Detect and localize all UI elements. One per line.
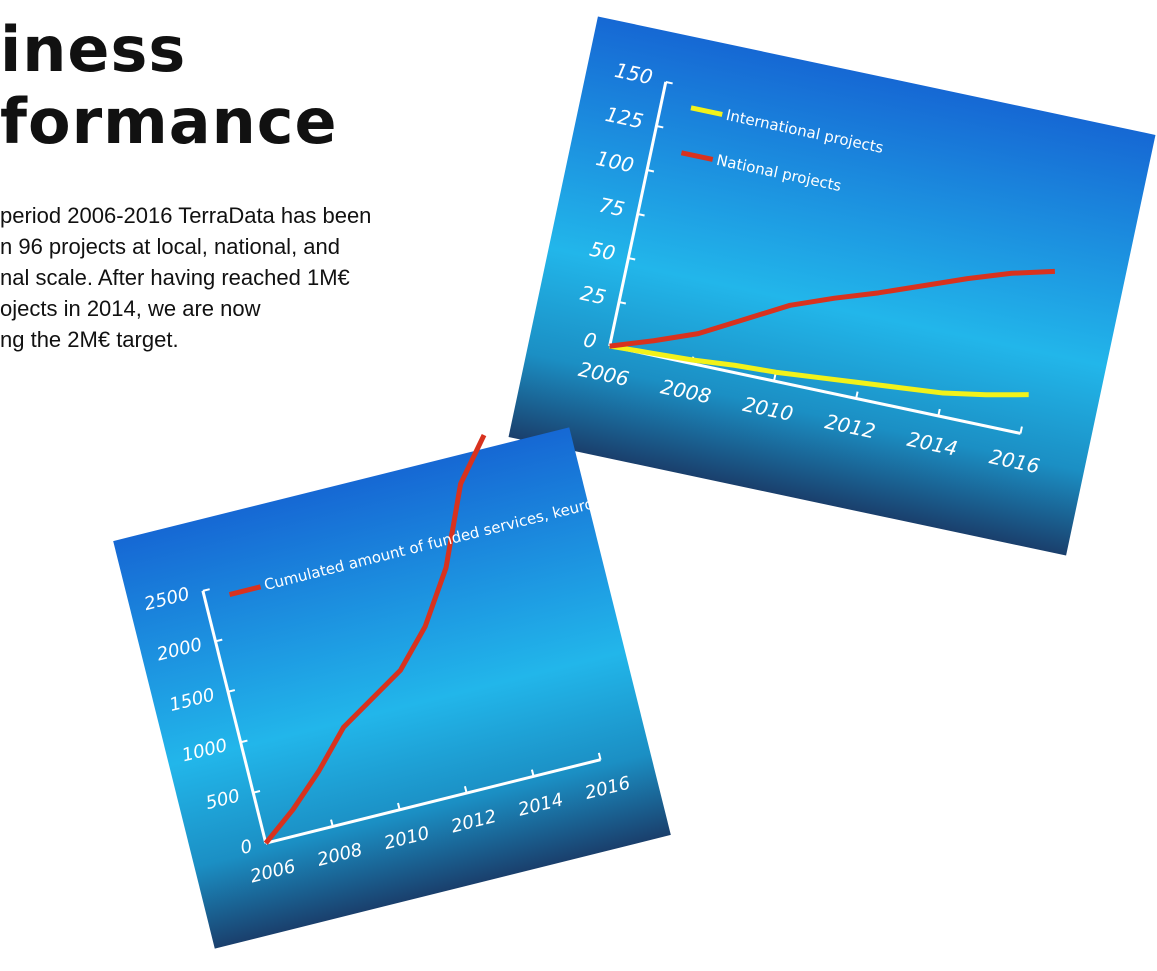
x-tick — [330, 819, 334, 827]
x-tick — [597, 752, 602, 760]
chart: 0255075100125150200620082010201220142016… — [508, 16, 1156, 556]
x-tick — [463, 786, 468, 794]
x-tick — [1019, 426, 1023, 434]
y-tick — [618, 301, 627, 305]
x-tick — [772, 373, 777, 382]
chart: 0500100015002000250020062008201020122014… — [113, 427, 671, 949]
paragraph: period 2006-2016 TerraData has been n 96… — [0, 200, 371, 355]
x-tick — [937, 408, 941, 417]
y-tick-label: 50 — [588, 237, 618, 266]
series-line — [609, 268, 1056, 349]
y-tick — [637, 213, 645, 217]
paragraph-line: ojects in 2014, we are now — [0, 296, 261, 321]
chart-background — [113, 427, 671, 949]
x-tick — [530, 769, 535, 777]
title-line: iness — [0, 13, 187, 86]
x-axis — [609, 344, 1021, 435]
y-tick-label: 0 — [581, 327, 598, 353]
slide-title: iness formance — [0, 14, 338, 158]
y-tick-label: 25 — [578, 281, 608, 310]
y-tick — [240, 739, 248, 744]
series-line — [609, 343, 1029, 398]
y-tick — [656, 125, 664, 129]
paragraph-line: n 96 projects at local, national, and — [0, 234, 341, 259]
paragraph-line: period 2006-2016 TerraData has been — [0, 203, 372, 228]
y-tick — [628, 257, 636, 261]
series-line — [263, 433, 487, 845]
y-tick-label: 75 — [597, 193, 627, 222]
legend-swatch — [228, 584, 262, 597]
x-axis — [265, 758, 601, 845]
legend-swatch — [680, 150, 714, 162]
x-tick — [397, 802, 401, 810]
title-line: formance — [0, 85, 338, 158]
legend-swatch — [690, 105, 723, 117]
y-tick — [646, 169, 655, 173]
y-tick — [215, 638, 223, 643]
y-tick — [252, 790, 261, 794]
y-tick — [665, 81, 673, 85]
paragraph-line: nal scale. After having reached 1M€ — [0, 265, 350, 290]
y-tick — [202, 588, 210, 592]
y-axis — [201, 590, 268, 844]
chart-background — [508, 16, 1156, 556]
y-tick — [227, 689, 236, 693]
x-tick — [855, 391, 859, 399]
y-tick-label: 0 — [238, 836, 254, 859]
paragraph-line: ng the 2M€ target. — [0, 327, 179, 352]
